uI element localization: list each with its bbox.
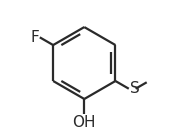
Text: F: F [30, 30, 39, 45]
Text: S: S [130, 81, 139, 96]
Text: OH: OH [72, 115, 96, 130]
